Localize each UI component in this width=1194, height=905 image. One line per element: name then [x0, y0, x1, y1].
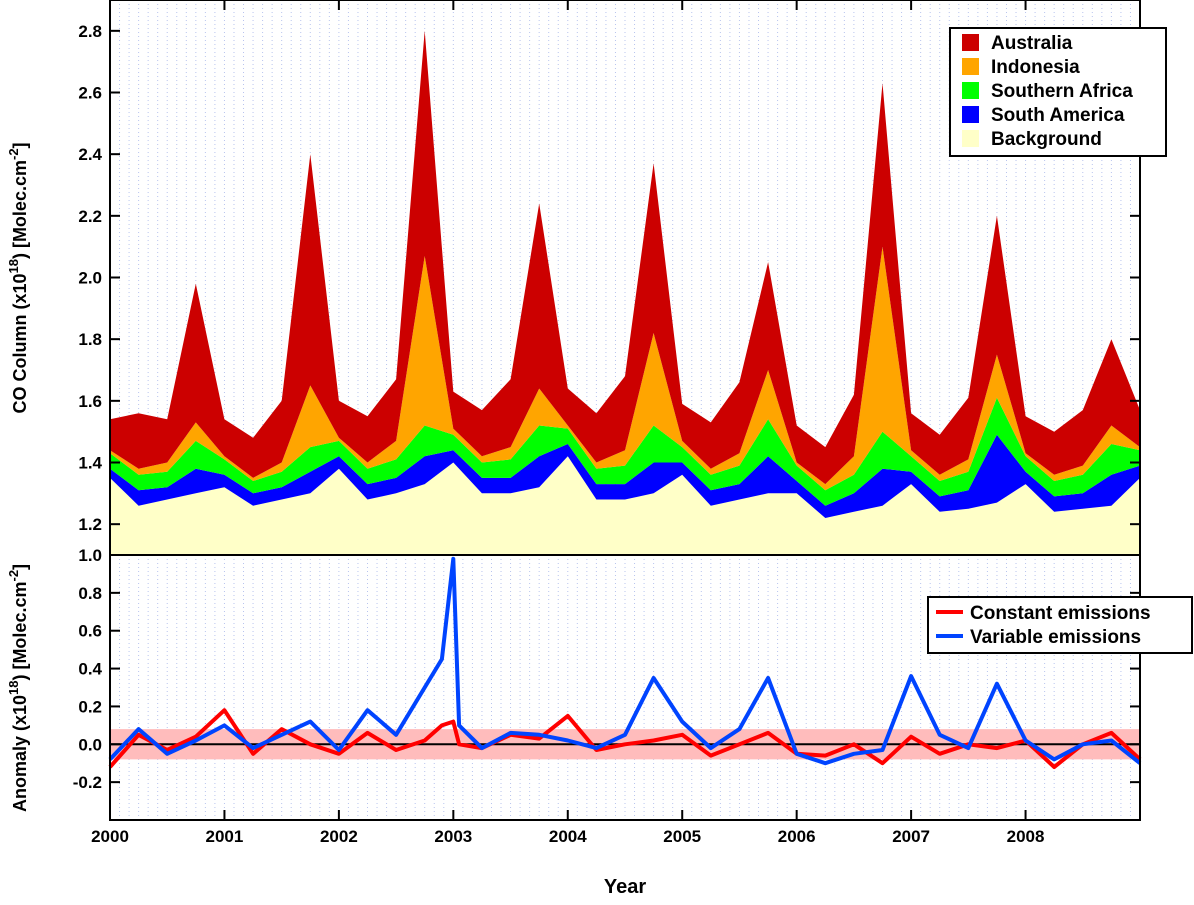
bottom-legend: Constant emissions Variable emissions [927, 596, 1193, 654]
top-legend-box [949, 27, 1167, 157]
area-background [110, 456, 1140, 555]
stacked-areas [110, 30, 1140, 555]
top-y-axis-title-unit-exponent: -2 [6, 148, 21, 160]
legend-swatch [962, 82, 979, 99]
y-tick-label: 1.2 [78, 515, 102, 534]
x-axis-title: Year [604, 876, 646, 898]
legend-label: South America [991, 105, 1125, 126]
y-tick-label: 2.4 [78, 145, 102, 164]
bottom-y-axis-title-unit-exponent: -2 [6, 570, 21, 582]
legend-label: Indonesia [991, 57, 1080, 78]
top-y-axis-title-start: CO Column (x10 [10, 274, 30, 414]
bottom-y-axis-title: Anomaly (x1018) [Molec.cm-2] [6, 564, 30, 812]
legend-label: Australia [991, 33, 1073, 54]
x-tick-label: 2007 [892, 827, 930, 846]
bottom-y-ticks: -0.2 0.0 0.2 0.4 0.6 0.8 1.0 [73, 546, 1140, 792]
y-tick-label: 2.2 [78, 207, 102, 226]
legend-label: Variable emissions [970, 627, 1141, 648]
x-tick-label: 2002 [320, 827, 358, 846]
co-column-panel: 1.2 1.4 1.6 1.8 2.0 2.2 2.4 2.6 2.8 CO Column (x… [6, 0, 1167, 556]
top-y-axis-title-end: ] [10, 142, 30, 148]
x-tick-label: 2005 [663, 827, 701, 846]
anomaly-panel: -0.20.00.20.40.60.81.0 2000 2001 2002 2003 2… [6, 0, 1193, 898]
bottom-grid [119, 555, 1131, 820]
y-tick-label: 0.8 [78, 584, 102, 603]
top-y-axis-title: CO Column (x1018) [Molec.cm-2] [6, 142, 30, 413]
anomaly-lines [108, 556, 1142, 769]
y-tick-label: 1.8 [78, 330, 102, 349]
y-tick-label: 0.2 [78, 697, 102, 716]
legend-label: Background [991, 129, 1102, 150]
x-tick-label: 2006 [778, 827, 816, 846]
x-tick-label: 2001 [206, 827, 244, 846]
y-tick-label: 1.0 [78, 546, 102, 565]
area-south-america [110, 434, 1140, 518]
x-tick-label: 2003 [434, 827, 472, 846]
y-tick-label: 2.0 [78, 269, 102, 288]
legend-swatch [962, 130, 979, 147]
legend-swatch [962, 106, 979, 123]
bottom-y-axis-title-mid: ) [Molec.cm [10, 582, 30, 681]
top-legend: Australia Indonesia Southern Africa South A… [949, 27, 1167, 157]
y-tick-label: 2.6 [78, 84, 102, 103]
y-tick-label: 2.8 [78, 22, 102, 41]
area-australia [110, 30, 1140, 485]
x-tick-label: 2000 [91, 827, 129, 846]
y-tick-label: 1.4 [78, 454, 102, 473]
bottom-y-axis-title-start: Anomaly (x10 [10, 695, 30, 812]
area-indonesia [110, 246, 1140, 491]
x-ticks: 2000 2001 2002 2003 2004 2005 2006 2007 2008 [91, 0, 1044, 846]
x-tick-label: 2008 [1007, 827, 1045, 846]
bottom-y-axis-title-exponent: 18 [6, 681, 21, 695]
top-y-ticks: 1.2 1.4 1.6 1.8 2.0 2.2 2.4 2.6 2.8 [78, 22, 1140, 534]
y-tick-label: 1.6 [78, 392, 102, 411]
y-tick-label: 0.0 [78, 735, 102, 754]
top-y-axis-title-mid: ) [Molec.cm [10, 160, 30, 259]
legend-swatch [962, 58, 979, 75]
bottom-y-axis-title-end: ] [10, 564, 30, 570]
y-tick-label: 0.4 [78, 660, 102, 679]
legend-label: Constant emissions [970, 603, 1151, 624]
legend-label: Southern Africa [991, 81, 1133, 102]
line-variable-emissions [108, 556, 1142, 766]
x-tick-label: 2004 [549, 827, 587, 846]
top-y-axis-title-exponent: 18 [6, 259, 21, 273]
y-tick-label: 0.6 [78, 622, 102, 641]
bottom-legend-items: Constant emissions Variable emissions [936, 603, 1151, 648]
top-grid [119, 0, 1131, 555]
legend-swatch [962, 34, 979, 51]
bottom-plot-frame [109, 554, 1141, 821]
bottom-legend-box [927, 596, 1193, 654]
y-tick-label: -0.2 [73, 773, 102, 792]
top-legend-items: Australia Indonesia Southern Africa South A… [962, 33, 1133, 150]
area-southern-africa [110, 397, 1140, 506]
